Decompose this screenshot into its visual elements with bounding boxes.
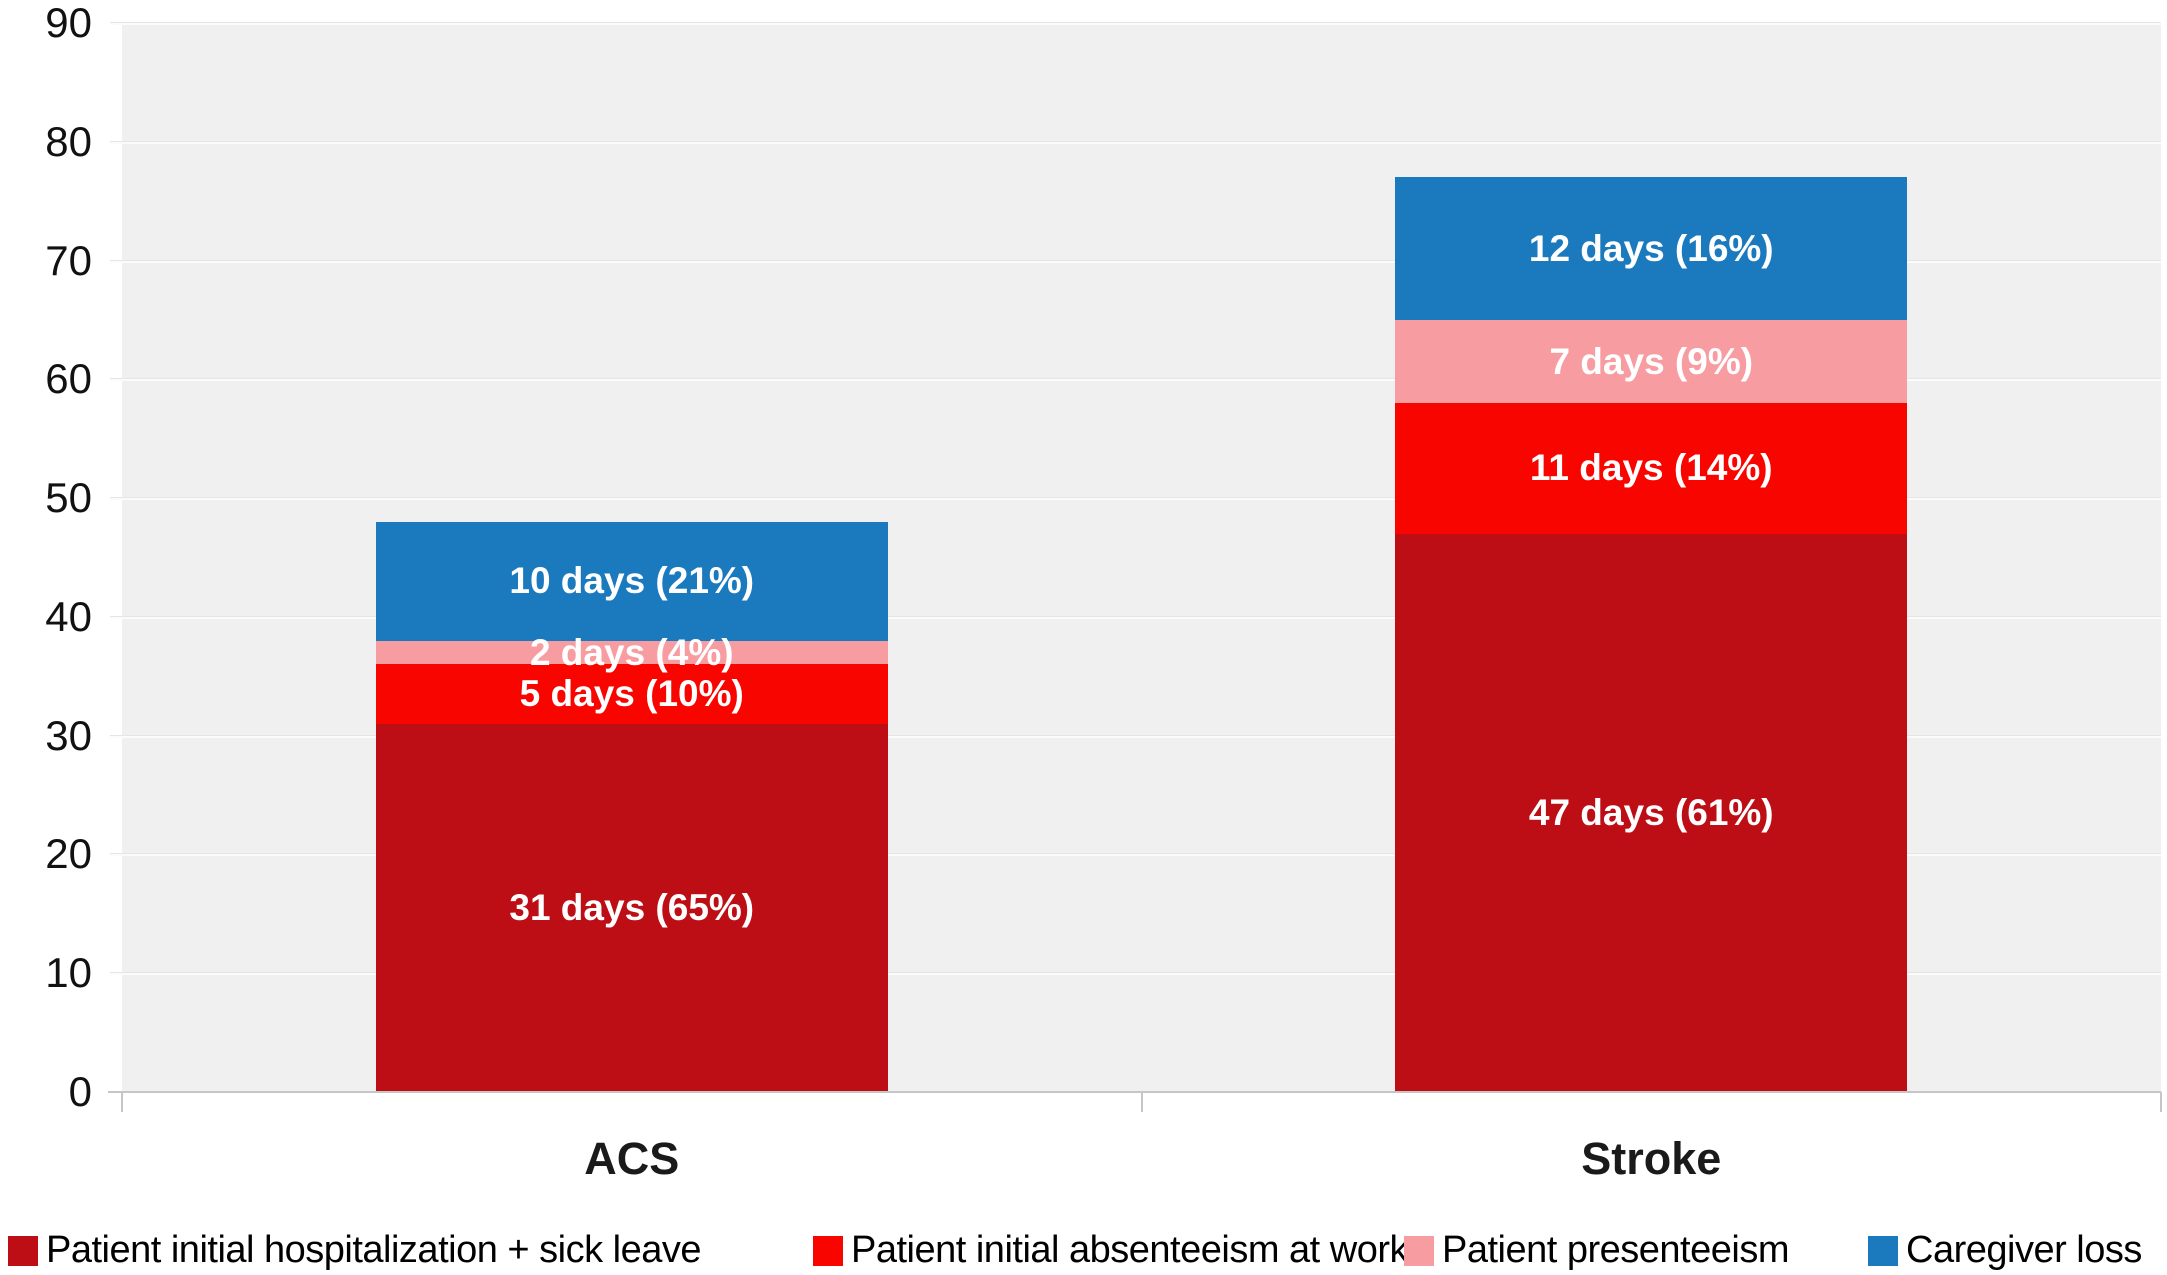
y-grid-line	[110, 378, 2161, 382]
x-axis-line	[108, 1091, 2161, 1093]
bar-value-label: 11 days (14%)	[1529, 447, 1773, 489]
y-axis-tick-label: 70	[45, 236, 92, 284]
bar-acs: 31 days (65%) 5 days (10%) 2 days (4%) 10 d…	[375, 23, 888, 1092]
y-axis-tick-label: 60	[45, 355, 92, 403]
y-axis-tick-label: 50	[45, 474, 92, 522]
legend-swatch-icon	[8, 1235, 38, 1266]
y-grid-line	[110, 497, 2161, 501]
y-grid-line	[110, 853, 2161, 857]
bar-segment	[1395, 403, 1908, 534]
legend-item: Patient initial hospitalization + sick l…	[8, 1226, 702, 1275]
legend-label: Patient presenteeism	[1442, 1229, 1789, 1271]
bar-value-label: 12 days (16%)	[1528, 227, 1774, 269]
legend-item: Patient presenteeism	[1404, 1226, 1789, 1275]
category-label-acs: ACS	[584, 1133, 680, 1184]
bar-segment	[375, 640, 888, 665]
bar-stroke: 47 days (61%) 11 days (14%) 7 days (9%) 12 …	[1395, 23, 1908, 1092]
legend: Patient initial hospitalization + sick l…	[0, 1226, 2167, 1275]
y-grid-line	[110, 615, 2161, 619]
legend-swatch-icon	[1868, 1235, 1898, 1266]
legend-swatch-icon	[813, 1235, 843, 1266]
y-axis-tick-label: 30	[45, 711, 92, 759]
bar-value-label: 2 days (4%)	[529, 631, 734, 673]
y-axis-tick-label: 20	[45, 830, 92, 878]
y-axis-tick-label: 80	[45, 117, 92, 165]
category-label-stroke: Stroke	[1581, 1133, 1722, 1184]
x-axis-tick	[2160, 1092, 2162, 1112]
y-grid-line	[110, 140, 2161, 144]
y-axis-tick-label: 0	[68, 1068, 92, 1115]
legend-label: Patient initial absenteeism at work	[851, 1229, 1409, 1271]
bar-segment	[375, 521, 888, 641]
x-axis-tick	[121, 1092, 123, 1112]
y-grid-line	[110, 972, 2161, 976]
legend-item: Patient initial absenteeism at work	[813, 1226, 1409, 1275]
bar-value-label: 31 days (65%)	[509, 886, 755, 928]
bar-segment	[1395, 319, 1908, 404]
x-axis-tick	[1140, 1092, 1143, 1112]
legend-item: Caregiver loss	[1868, 1226, 2142, 1275]
y-axis-tick-label: 90	[45, 0, 92, 46]
y-axis-tick-label: 10	[45, 949, 92, 997]
bar-segment	[1395, 177, 1908, 320]
y-grid-line	[110, 22, 2161, 25]
bar-value-label: 5 days (10%)	[519, 673, 744, 715]
bar-value-label: 7 days (9%)	[1549, 340, 1754, 382]
legend-label: Patient initial hospitalization + sick l…	[46, 1229, 702, 1271]
legend-label: Caregiver loss	[1906, 1229, 2142, 1271]
y-grid-line	[110, 734, 2161, 738]
bar-value-label: 47 days (61%)	[1528, 791, 1774, 833]
y-axis-tick-label: 40	[45, 592, 92, 640]
bar-segment	[375, 664, 888, 724]
y-grid-line	[110, 259, 2161, 263]
bar-segment	[375, 723, 888, 1092]
bar-segment	[1395, 533, 1908, 1092]
bar-value-label: 10 days (21%)	[509, 560, 755, 602]
legend-swatch-icon	[1404, 1235, 1434, 1266]
